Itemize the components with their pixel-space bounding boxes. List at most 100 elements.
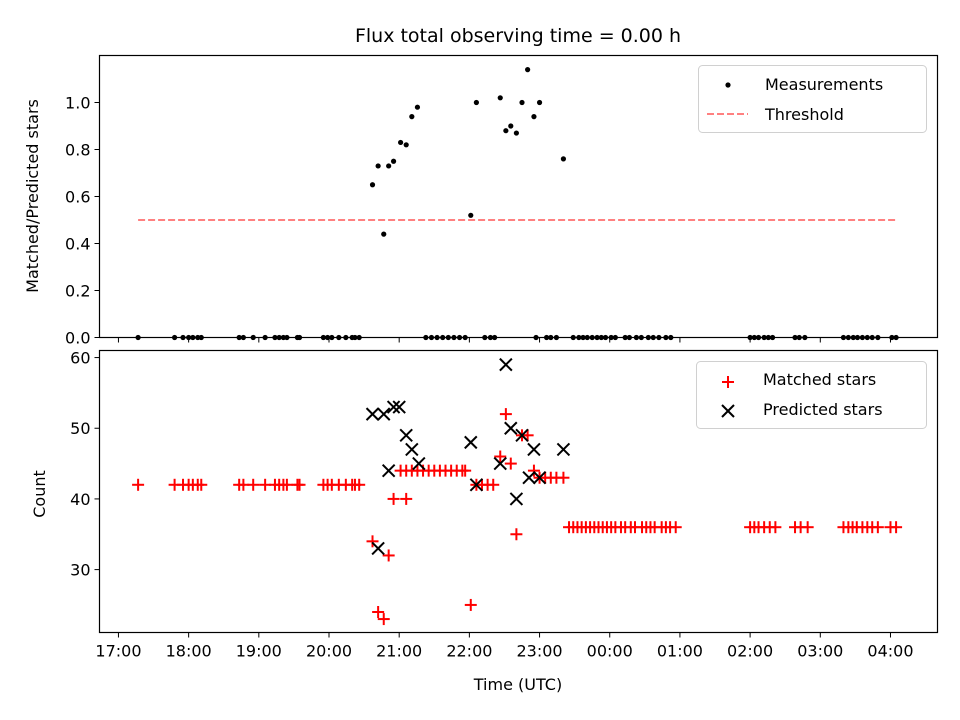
bottom-legend: Matched stars Predicted stars: [696, 361, 927, 429]
bottom-axes-frame: [98, 349, 939, 634]
top-x-ticks: [117, 337, 891, 343]
predicted-star-point: [365, 407, 380, 421]
matched-star-point: [400, 492, 413, 505]
x-tick-label: 20:00: [306, 642, 352, 661]
bottom-y-ticks: 30 40 50 60: [70, 349, 100, 580]
matched-star-point: [377, 613, 390, 626]
measurement-point: [381, 231, 387, 237]
matched-star-point: [510, 528, 523, 541]
top-legend-frame: [698, 65, 927, 133]
matched-star-point: [504, 457, 517, 470]
measurement-point: [414, 104, 421, 110]
measurement-point: [375, 163, 381, 169]
top-y-tick-label: 0.8: [65, 141, 90, 160]
measurement-point: [397, 139, 404, 146]
top-y-tick-label: 0.0: [65, 329, 90, 348]
predicted-star-point: [392, 400, 406, 414]
measurement-point: [473, 99, 479, 106]
matched-star-point: [293, 478, 306, 491]
matched-star-point: [247, 478, 260, 491]
bottom-panel: 30 40 50 60 17:00 18:00 19:00 20:00 21:00 22:00 2…: [30, 349, 939, 694]
matched-star-point: [527, 464, 540, 477]
measurement-point: [513, 130, 519, 136]
predicted-star-point: [412, 456, 426, 471]
bottom-y-tick-label: 40: [70, 490, 90, 509]
legend-threshold-label: Threshold: [764, 105, 844, 124]
x-tick-label: 19:00: [236, 642, 282, 661]
legend-dot-icon: [725, 82, 731, 88]
chart-title: Flux total observing time = 0.00 h: [355, 25, 681, 47]
measurement-point: [525, 67, 531, 73]
top-y-tick-label: 0.4: [65, 235, 90, 254]
matched-star-point: [487, 478, 500, 491]
predicted-star-point: [464, 435, 478, 450]
x-tick-label: 03:00: [797, 642, 843, 661]
x-tick-label: 17:00: [95, 642, 141, 661]
measurement-point: [369, 182, 376, 188]
top-y-ticks: 0.0 0.2 0.4 0.6 0.8 1.0: [65, 94, 100, 348]
measurement-point: [403, 142, 409, 148]
measurement-point: [508, 123, 514, 129]
bottom-x-ticks: 17:00 18:00 19:00 20:00 21:00 22:00 23:00 00:00…: [95, 632, 914, 661]
matched-star-point: [521, 429, 534, 442]
x-tick-label: 01:00: [657, 642, 703, 661]
predicted-star-point: [527, 442, 541, 457]
top-y-axis-label: Matched/Predicted stars: [23, 99, 42, 293]
bottom-y-tick-label: 30: [70, 561, 90, 580]
legend-measurements-label: Measurements: [765, 75, 883, 94]
measurement-point: [409, 114, 415, 120]
measurement-point: [519, 99, 525, 106]
legend-predicted-label: Predicted stars: [763, 400, 883, 419]
predicted-star-point: [386, 400, 401, 414]
x-axis-label: Time (UTC): [473, 675, 562, 694]
predicted-star-point: [504, 421, 518, 435]
matched-star-point: [464, 598, 477, 611]
count-points-layer: [132, 357, 903, 626]
matched-star-point: [280, 478, 293, 491]
predicted-star-point: [399, 428, 413, 443]
predicted-star-point: [499, 357, 513, 372]
matched-star-point: [769, 521, 782, 534]
matched-star-point: [382, 549, 395, 562]
matched-star-point: [890, 521, 903, 534]
top-panel: 0.0 0.2 0.4 0.6 0.8 1.0 Matched/Predicted sta…: [23, 54, 939, 348]
matched-star-point: [494, 450, 507, 463]
measurement-point: [560, 156, 567, 162]
x-tick-label: 23:00: [517, 642, 563, 661]
bottom-y-tick-label: 60: [70, 349, 90, 368]
x-tick-label: 21:00: [376, 642, 422, 661]
matched-star-point: [387, 492, 400, 505]
legend-matched-label: Matched stars: [763, 370, 876, 389]
matched-star-point: [669, 521, 682, 534]
top-y-tick-label: 0.2: [65, 282, 90, 301]
matched-star-point: [366, 535, 379, 548]
matched-star-point: [871, 521, 884, 534]
measurement-point: [468, 212, 474, 218]
x-tick-label: 22:00: [446, 642, 492, 661]
predicted-star-point: [532, 471, 547, 485]
x-tick-label: 02:00: [727, 642, 773, 661]
measurement-point: [503, 128, 509, 134]
measurement-point: [497, 95, 503, 101]
predicted-star-point: [493, 456, 507, 471]
measurement-point: [531, 114, 537, 120]
measurement-point: [386, 163, 392, 169]
x-tick-label: 18:00: [166, 642, 212, 661]
predicted-star-point: [405, 442, 419, 457]
predicted-star-point: [509, 492, 524, 506]
matched-star-point: [459, 464, 472, 477]
matched-star-point: [557, 471, 570, 484]
bottom-y-axis-label: Count: [30, 470, 49, 518]
predicted-star-point: [515, 428, 529, 443]
predicted-star-point: [556, 442, 571, 457]
bottom-y-tick-label: 50: [70, 419, 90, 438]
predicted-star-point: [377, 407, 391, 421]
matched-star-point: [801, 521, 814, 534]
predicted-star-point: [371, 541, 385, 556]
measurement-point: [390, 158, 397, 164]
top-y-tick-label: 1.0: [65, 94, 90, 113]
x-tick-label: 00:00: [587, 642, 633, 661]
matched-star-point: [353, 478, 366, 491]
predicted-star-point: [522, 471, 536, 485]
